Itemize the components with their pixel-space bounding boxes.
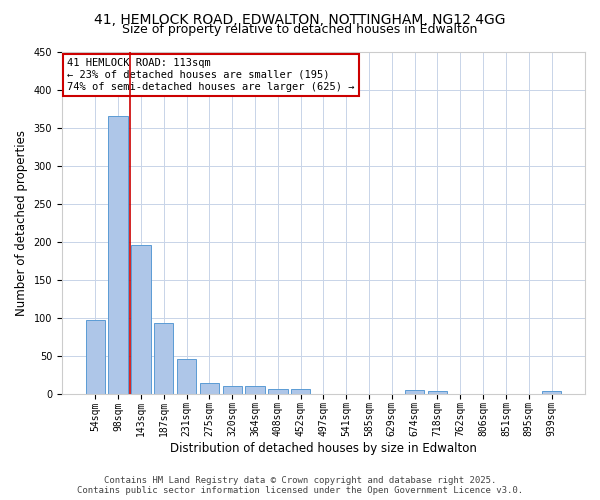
Bar <box>109 116 128 394</box>
Bar <box>405 390 424 394</box>
Text: 41 HEMLOCK ROAD: 113sqm
← 23% of detached houses are smaller (195)
74% of semi-d: 41 HEMLOCK ROAD: 113sqm ← 23% of detache… <box>67 58 355 92</box>
X-axis label: Distribution of detached houses by size in Edwalton: Distribution of detached houses by size … <box>170 442 477 455</box>
Bar <box>223 386 242 394</box>
Bar <box>177 360 196 394</box>
Bar <box>245 386 265 394</box>
Bar <box>268 389 287 394</box>
Bar <box>200 383 219 394</box>
Y-axis label: Number of detached properties: Number of detached properties <box>15 130 28 316</box>
Text: Contains HM Land Registry data © Crown copyright and database right 2025.
Contai: Contains HM Land Registry data © Crown c… <box>77 476 523 495</box>
Bar <box>86 320 105 394</box>
Bar <box>291 389 310 394</box>
Bar <box>542 392 561 394</box>
Bar <box>154 323 173 394</box>
Bar <box>428 390 447 394</box>
Bar <box>131 246 151 394</box>
Text: Size of property relative to detached houses in Edwalton: Size of property relative to detached ho… <box>122 22 478 36</box>
Text: 41, HEMLOCK ROAD, EDWALTON, NOTTINGHAM, NG12 4GG: 41, HEMLOCK ROAD, EDWALTON, NOTTINGHAM, … <box>94 12 506 26</box>
